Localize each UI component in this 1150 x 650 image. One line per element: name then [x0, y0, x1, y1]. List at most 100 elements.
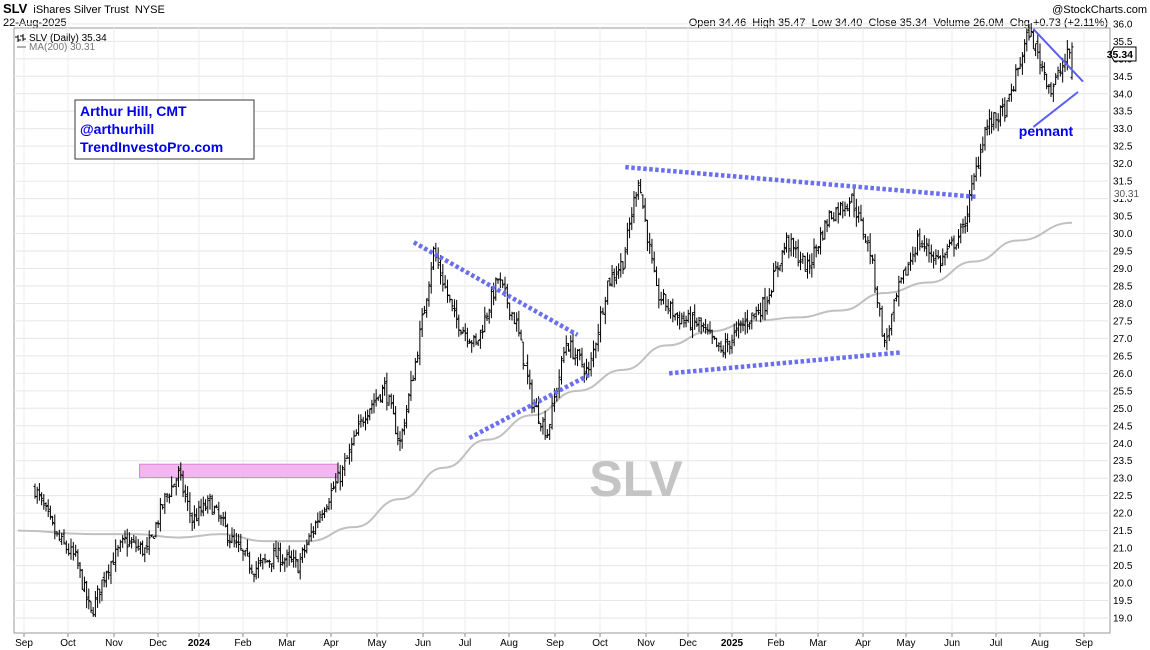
- price-bar: [719, 340, 723, 353]
- x-tick-label: Apr: [855, 638, 871, 649]
- price-bar: [792, 237, 795, 257]
- x-tick-label: Dec: [149, 638, 167, 649]
- price-bar: [276, 542, 280, 563]
- price-bar: [314, 520, 318, 535]
- price-bar: [104, 570, 108, 588]
- price-bar: [845, 203, 849, 212]
- price-bar: [902, 269, 905, 284]
- price-bar: [578, 348, 582, 361]
- price-bar: [422, 305, 426, 315]
- price-bar: [89, 601, 93, 613]
- price-bar: [748, 321, 752, 330]
- price-bar: [138, 541, 142, 555]
- price-bar: [357, 414, 361, 436]
- legend-series-icon: [15, 34, 26, 42]
- price-bar: [704, 318, 708, 334]
- price-bar: [823, 220, 827, 240]
- price-bar: [311, 526, 315, 539]
- x-tick-label: 2024: [188, 638, 211, 649]
- price-bar: [296, 559, 300, 574]
- price-bar: [347, 443, 351, 465]
- y-tick-label: 20.5: [1113, 561, 1133, 572]
- price-bar: [929, 244, 933, 263]
- price-bar: [567, 342, 570, 352]
- price-bar: [1042, 62, 1046, 81]
- y-tick-label: 22.5: [1113, 491, 1133, 502]
- price-bar: [608, 277, 612, 287]
- price-bar: [836, 202, 840, 224]
- price-bar: [601, 307, 605, 315]
- price-bar: [385, 372, 389, 411]
- price-bar: [548, 423, 552, 440]
- price-bar: [163, 492, 167, 514]
- price-bar: [210, 494, 214, 515]
- price-bar: [943, 252, 947, 266]
- x-tick-label: Sep: [1075, 638, 1093, 649]
- credit-link[interactable]: @StockCharts.com: [1052, 4, 1147, 16]
- price-bar: [192, 505, 196, 529]
- price-bar: [922, 235, 926, 252]
- price-bar: [932, 251, 936, 269]
- price-bar: [494, 277, 498, 301]
- price-bar: [215, 504, 219, 509]
- x-tick-label: May: [368, 638, 387, 649]
- legend-ma-label: MA(200) 30.31: [29, 42, 96, 53]
- price-bar: [204, 499, 208, 511]
- price-bar: [639, 178, 643, 194]
- price-bar: [278, 542, 282, 572]
- price-bar: [474, 333, 478, 346]
- price-bar: [630, 207, 634, 231]
- price-bar: [774, 260, 778, 272]
- price-bar: [174, 477, 178, 496]
- author-box: Arthur Hill, CMT @arthurhill TrendInvest…: [74, 99, 255, 160]
- price-bar: [814, 244, 818, 258]
- price-bar: [374, 389, 378, 407]
- price-bar: [688, 306, 692, 331]
- price-bar: [147, 530, 151, 555]
- price-bar: [181, 470, 185, 498]
- ma-value-tag: 30.31: [1112, 187, 1139, 200]
- x-tick-label: Aug: [500, 638, 518, 649]
- price-bar: [60, 532, 64, 545]
- y-tick-label: 36.0: [1113, 19, 1133, 30]
- price-bar: [420, 308, 424, 338]
- price-bar: [517, 310, 521, 337]
- price-bar: [761, 296, 765, 320]
- symbol-exchange: NYSE: [135, 4, 165, 16]
- price-bar: [1038, 43, 1042, 75]
- price-bar: [1016, 67, 1020, 77]
- price-bar: [916, 230, 919, 256]
- price-bar: [300, 547, 304, 563]
- price-bar: [878, 302, 882, 317]
- price-bar: [998, 105, 1002, 127]
- price-bar: [612, 268, 616, 288]
- price-bar: [1027, 24, 1031, 41]
- price-bar: [543, 410, 547, 440]
- price-bar: [603, 296, 607, 325]
- author-website[interactable]: TrendInvestoPro.com: [80, 139, 223, 155]
- price-bar: [501, 279, 505, 289]
- price-bar: [228, 535, 232, 549]
- price-bar: [573, 347, 577, 366]
- price-bar: [332, 481, 335, 490]
- price-bar: [130, 537, 134, 549]
- pennant-pattern: [1032, 28, 1084, 128]
- price-bar: [925, 238, 929, 257]
- price-bar: [199, 498, 203, 517]
- price-bar: [939, 255, 942, 273]
- price-bar: [739, 320, 743, 334]
- price-bar: [350, 437, 354, 462]
- y-tick-label: 21.0: [1113, 544, 1133, 555]
- price-bar: [730, 334, 734, 354]
- price-bar: [1031, 29, 1035, 50]
- symbol-name: iShares Silver Trust: [33, 4, 128, 16]
- chart-date: 22-Aug-2025: [3, 17, 67, 29]
- price-bar: [959, 223, 963, 244]
- price-bar: [425, 298, 429, 318]
- x-tick-label: Sep: [546, 638, 564, 649]
- price-bar: [979, 143, 983, 177]
- price-bar: [799, 251, 802, 271]
- price-bar: [666, 299, 670, 315]
- author-handle[interactable]: @arthurhill: [80, 121, 154, 137]
